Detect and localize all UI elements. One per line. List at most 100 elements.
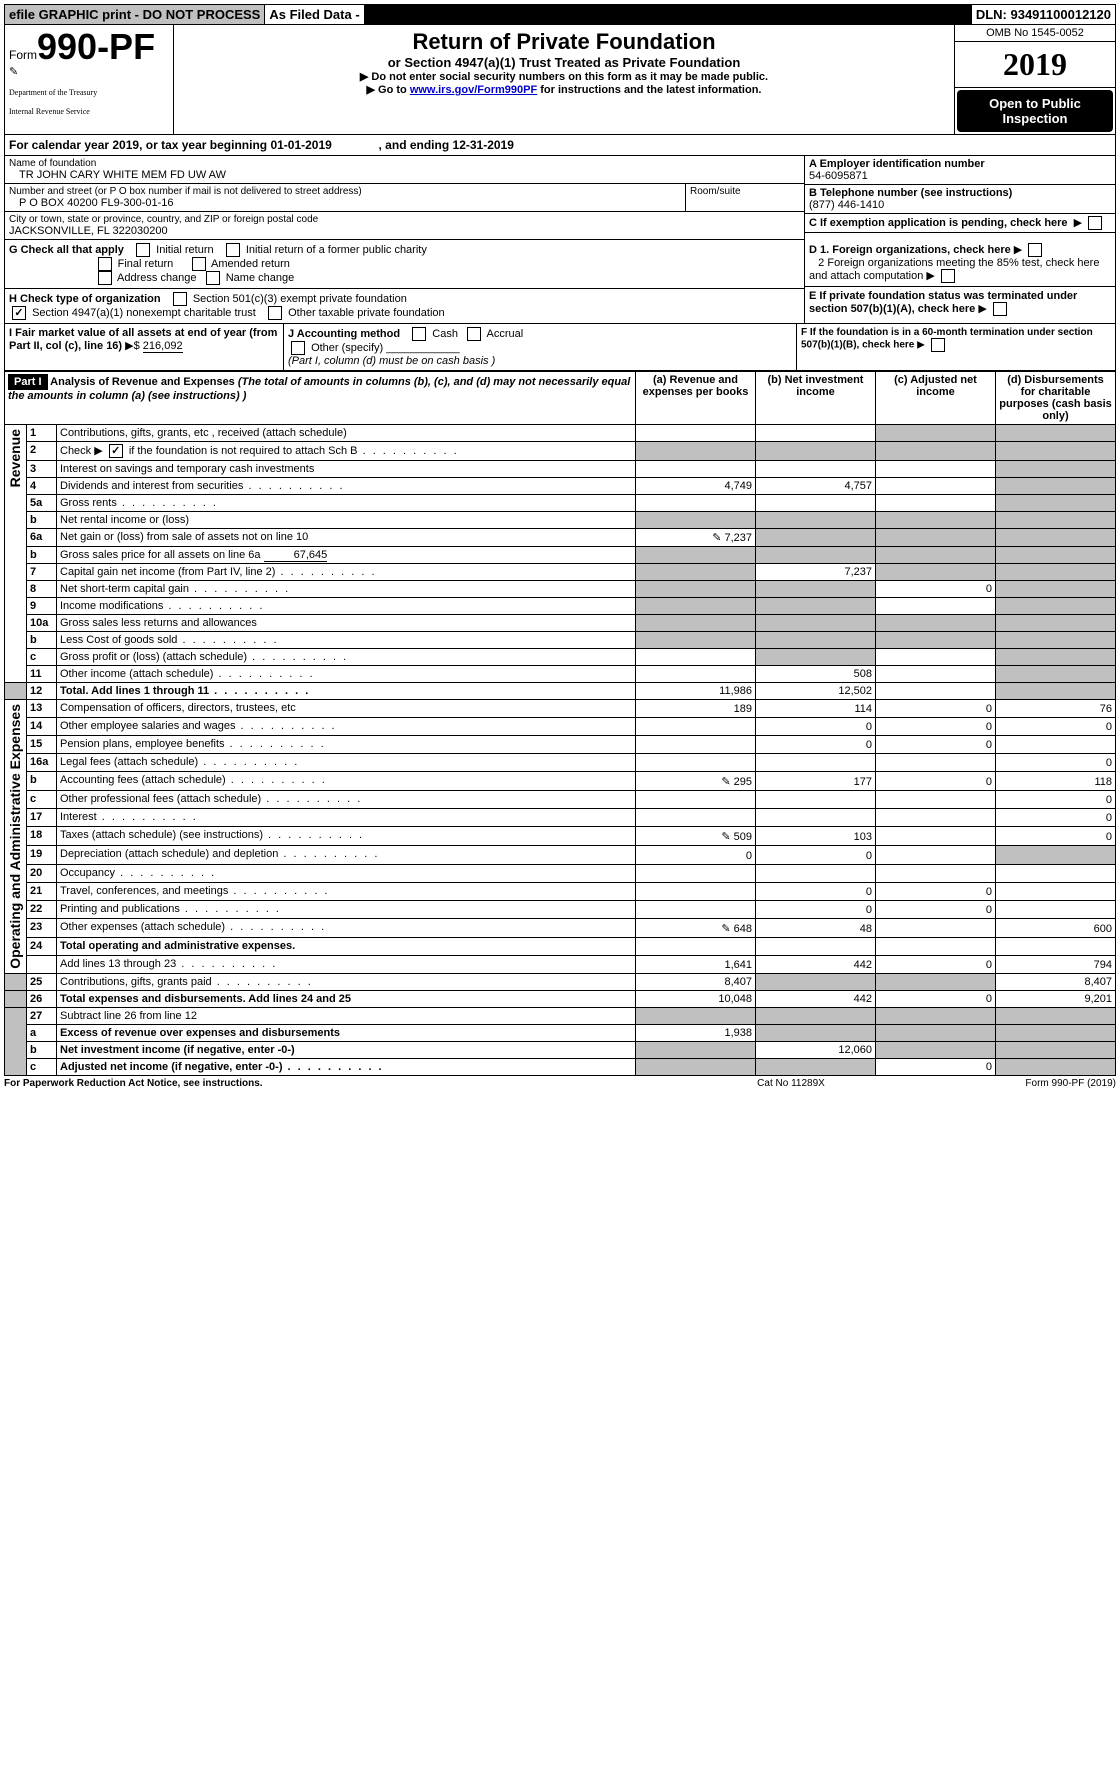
table-row: 14Other employee salaries and wages 000 [5,718,1116,736]
city-cell: City or town, state or province, country… [5,212,804,240]
goto-post: for instructions and the latest informat… [537,84,761,96]
foundation-name: TR JOHN CARY WHITE MEM FD UW AW [9,169,800,181]
table-row: bNet rental income or (loss) [5,512,1116,529]
table-row: 20Occupancy [5,864,1116,882]
table-row: 10aGross sales less returns and allowanc… [5,615,1116,632]
table-row: 22Printing and publications 00 [5,900,1116,918]
catalog-number: Cat No 11289X [666,1078,916,1089]
top-bar: efile GRAPHIC print - DO NOT PROCESS As … [4,4,1116,25]
table-row: bAccounting fees (attach schedule) ✎ 295… [5,772,1116,791]
form-title: Return of Private Foundation [178,29,950,55]
ein-label: A Employer identification number [809,158,1111,170]
cash-checkbox[interactable] [412,327,426,341]
irs-link[interactable]: www.irs.gov/Form990PF [410,84,537,96]
part-1-table: Part I Analysis of Revenue and Expenses … [4,371,1116,1076]
other-taxable-checkbox[interactable] [268,306,282,320]
table-row: 4Dividends and interest from securities … [5,478,1116,495]
table-row: cAdjusted net income (if negative, enter… [5,1058,1116,1075]
table-row: cGross profit or (loss) (attach schedule… [5,649,1116,666]
address-change-label: Address change [117,272,197,284]
4947-label: Section 4947(a)(1) nonexempt charitable … [32,307,256,319]
table-row: 19Depreciation (attach schedule) and dep… [5,846,1116,864]
col-c-header: (c) Adjusted net income [876,372,996,425]
cal-end: , and ending 12-31-2019 [379,138,514,152]
form-header: Form990-PF ✎ Department of the Treasury … [4,25,1116,135]
dln-number: DLN: 93491100012120 [972,5,1115,24]
initial-return-former-label: Initial return of a former public charit… [246,244,427,256]
table-row: 17Interest 0 [5,809,1116,827]
4947-checkbox[interactable]: ✓ [12,306,26,320]
telephone-cell: B Telephone number (see instructions) (8… [805,185,1115,214]
schb-checkbox[interactable]: ✓ [109,444,123,458]
attach-icon[interactable]: ✎ [712,531,721,544]
table-row: aExcess of revenue over expenses and dis… [5,1024,1116,1041]
section-ijf-row: I Fair market value of all assets at end… [4,324,1116,371]
dept-treasury: Department of the Treasury [9,88,169,97]
table-row: 27Subtract line 26 from line 12 [5,1007,1116,1024]
e-label: E If private foundation status was termi… [809,290,1077,315]
part-1-title: Analysis of Revenue and Expenses [50,376,235,388]
table-row: 2 Check ▶ ✓ if the foundation is not req… [5,442,1116,461]
initial-return-label: Initial return [156,244,213,256]
expenses-side-label: Operating and Administrative Expenses [5,700,27,973]
table-row: 15Pension plans, employee benefits 00 [5,736,1116,754]
table-row: Add lines 13 through 23 1,6414420794 [5,955,1116,973]
name-change-checkbox[interactable] [206,271,220,285]
table-row: Operating and Administrative Expenses 13… [5,700,1116,718]
table-row: 7Capital gain net income (from Part IV, … [5,564,1116,581]
accounting-method: J Accounting method Cash Accrual Other (… [284,324,797,370]
ein-cell: A Employer identification number 54-6095… [805,156,1115,185]
e-checkbox[interactable] [993,302,1007,316]
cal-begin: For calendar year 2019, or tax year begi… [9,138,332,152]
page-footer: For Paperwork Reduction Act Notice, see … [4,1076,1116,1089]
revenue-side-label: Revenue [5,425,27,491]
cash-label: Cash [432,328,458,340]
other-taxable-label: Other taxable private foundation [288,307,445,319]
attach-icon[interactable]: ✎ [721,775,730,788]
table-row: 9Income modifications [5,598,1116,615]
final-return-label: Final return [118,258,174,270]
amended-return-label: Amended return [211,258,290,270]
fmv-value: 216,092 [143,340,183,353]
ein-value: 54-6095871 [809,170,1111,182]
initial-return-checkbox[interactable] [136,243,150,257]
open-to-public-badge: Open to Public Inspection [957,90,1113,132]
table-row: 26Total expenses and disbursements. Add … [5,990,1116,1007]
foundation-name-cell: Name of foundation TR JOHN CARY WHITE ME… [5,156,804,184]
foundation-info-block: Name of foundation TR JOHN CARY WHITE ME… [4,156,1116,240]
address-change-checkbox[interactable] [98,271,112,285]
table-row: 25Contributions, gifts, grants paid 8,40… [5,973,1116,990]
irs-label: Internal Revenue Service [9,107,169,116]
d1-checkbox[interactable] [1028,243,1042,257]
accrual-checkbox[interactable] [467,327,481,341]
table-row: 18Taxes (attach schedule) (see instructi… [5,827,1116,846]
telephone-value: (877) 446-1410 [809,199,1111,211]
goto-pre: ▶ Go to [367,84,410,96]
form-subtitle: or Section 4947(a)(1) Trust Treated as P… [178,55,950,70]
final-return-checkbox[interactable] [98,257,112,271]
room-suite-label: Room/suite [686,184,804,211]
table-row: bLess Cost of goods sold [5,632,1116,649]
d1-label: D 1. Foreign organizations, check here [809,244,1011,256]
col-a-header: (a) Revenue and expenses per books [636,372,756,425]
h-org-type: H Check type of organization Section 501… [5,289,804,323]
other-method-checkbox[interactable] [291,341,305,355]
d2-checkbox[interactable] [941,269,955,283]
table-row: bGross sales price for all assets on lin… [5,547,1116,564]
as-filed-label: As Filed Data - [265,5,364,24]
j-label: J Accounting method [288,328,400,340]
attach-icon[interactable]: ✎ [721,922,730,935]
table-row: 24Total operating and administrative exp… [5,937,1116,955]
telephone-label: B Telephone number (see instructions) [809,187,1111,199]
initial-return-former-checkbox[interactable] [226,243,240,257]
501c3-checkbox[interactable] [173,292,187,306]
amended-return-checkbox[interactable] [192,257,206,271]
table-row: 16aLegal fees (attach schedule) 0 [5,754,1116,772]
table-row: Revenue 1Contributions, gifts, grants, e… [5,425,1116,442]
table-row: 11Other income (attach schedule) 508 [5,666,1116,683]
j-note: (Part I, column (d) must be on cash basi… [288,355,495,367]
exemption-checkbox[interactable] [1088,216,1102,230]
attach-icon[interactable]: ✎ [721,830,730,843]
f-checkbox[interactable] [931,338,945,352]
section-g-d-row: G Check all that apply Initial return In… [4,240,1116,324]
